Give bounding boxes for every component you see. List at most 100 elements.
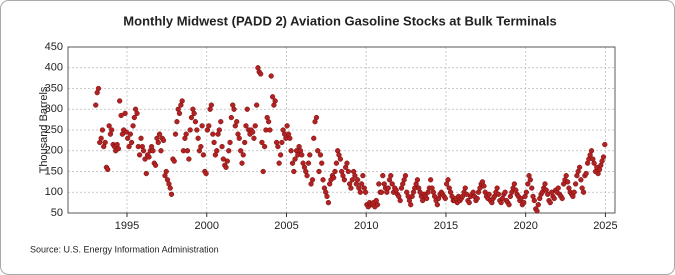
data-point [555,185,561,191]
data-point [134,110,140,117]
data-point [234,119,240,125]
plot-border [67,46,616,214]
data-point [583,170,589,177]
data-point [236,135,242,141]
data-point [311,135,317,141]
y-tick-label: 350 [45,82,63,94]
data-point [424,195,430,202]
data-point [131,114,137,121]
data-point [199,123,205,129]
data-point [352,173,358,179]
data-point [309,177,316,183]
data-point [272,98,278,104]
data-point [462,185,468,191]
data-point [287,135,293,141]
data-point [344,160,350,166]
data-point [257,71,264,77]
data-point [210,131,216,137]
data-point [534,208,540,214]
data-point [527,177,533,183]
data-point [600,154,607,160]
data-point [402,173,409,179]
source-note: Source: U.S. Energy Information Administ… [30,244,219,254]
data-point [223,164,229,171]
data-point [179,98,185,104]
data-point [376,181,382,187]
data-point [305,160,312,166]
data-point [337,156,344,162]
data-point [397,197,403,204]
data-point [155,139,161,146]
data-point [122,110,128,117]
data-point [542,181,548,187]
data-point [291,168,297,175]
data-point [495,191,502,197]
data-point [602,141,608,148]
data-point [117,98,123,104]
data-point [529,185,535,191]
data-point [299,152,305,158]
data-point [250,129,256,135]
data-point [219,143,225,150]
y-tick-label: 250 [45,124,63,136]
data-point [317,152,324,158]
x-tick-label: 2010 [354,220,378,232]
data-point [216,127,222,133]
y-tick-label: 100 [45,186,63,198]
data-point [588,148,595,154]
data-point [358,181,365,187]
data-point [442,195,448,202]
data-point [279,139,285,146]
data-point [466,199,472,206]
data-point [243,123,249,129]
data-point [109,127,115,133]
data-point [268,73,274,79]
data-point [313,114,320,121]
data-point [331,175,337,181]
data-point [578,177,584,183]
data-point [333,160,340,166]
data-point [316,168,322,175]
data-point [102,139,108,146]
data-point [174,119,180,125]
data-point [357,189,363,195]
data-point [115,146,122,152]
data-point [559,195,565,202]
data-point [138,135,144,141]
data-point [571,189,577,195]
data-point [99,127,106,133]
data-point [191,110,197,117]
data-point [414,177,421,183]
data-point [269,94,276,100]
data-point [227,139,233,146]
y-axis-label: Thousand Barrels [38,86,50,173]
data-point [184,148,191,154]
data-point [168,191,175,197]
data-point [198,143,204,150]
data-point [150,148,156,154]
data-point [481,183,487,189]
data-point [163,168,169,175]
data-point [203,170,209,177]
data-point [345,168,352,175]
data-point [194,127,200,133]
data-point [408,202,414,208]
y-tick-label: 300 [45,103,63,115]
data-point [277,152,284,158]
data-point [195,135,201,141]
data-point [284,123,290,129]
data-point [362,189,369,195]
y-tick-label: 50 [51,207,63,219]
data-point [128,139,135,146]
data-point [388,173,394,179]
data-point [136,152,143,158]
data-point [200,152,207,158]
data-point [251,135,257,141]
data-point [224,158,230,164]
data-point [267,127,273,133]
data-point [156,131,163,137]
data-point [206,123,212,129]
data-point [494,185,500,191]
data-point [231,106,237,112]
